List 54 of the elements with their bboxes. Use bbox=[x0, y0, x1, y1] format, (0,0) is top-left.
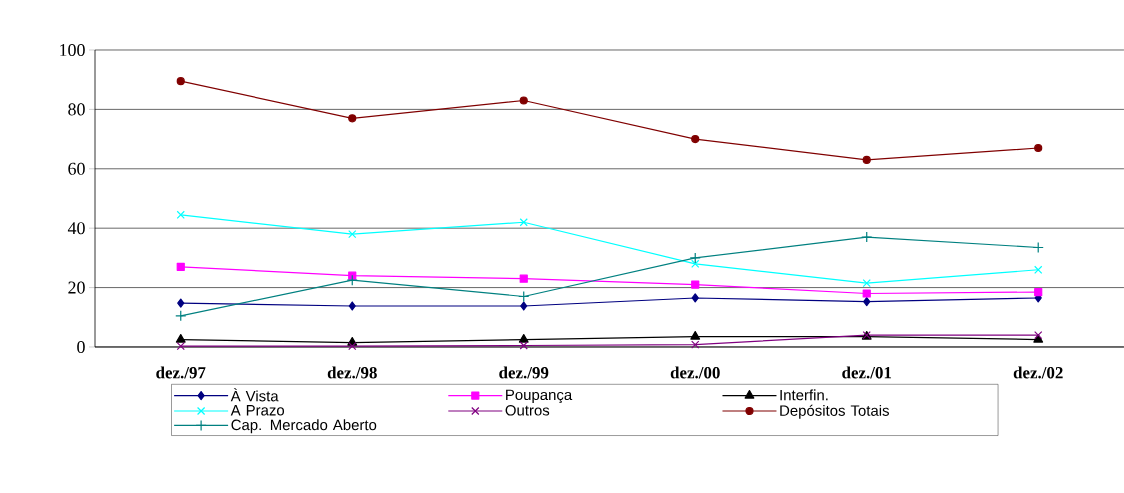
point bbox=[519, 218, 528, 227]
legend-label: Poupança bbox=[506, 389, 573, 404]
point bbox=[346, 274, 358, 286]
point bbox=[691, 340, 700, 349]
point bbox=[1034, 265, 1043, 274]
point bbox=[348, 341, 357, 351]
point bbox=[520, 301, 528, 311]
x-tick-label: dez./98 bbox=[327, 366, 377, 379]
point bbox=[1034, 143, 1043, 153]
legend-label: A Prazo bbox=[230, 405, 285, 416]
x-tick-label: dez./97 bbox=[156, 366, 206, 379]
point bbox=[862, 289, 871, 298]
x-tick-label: dez./01 bbox=[842, 366, 892, 379]
y-tick-label: 100 bbox=[60, 43, 85, 57]
y-tick-label: 20 bbox=[68, 281, 85, 294]
point bbox=[518, 290, 530, 303]
point bbox=[1032, 241, 1044, 254]
x-tick-label: dez./00 bbox=[670, 366, 720, 379]
point bbox=[691, 134, 700, 144]
point bbox=[861, 231, 873, 243]
point bbox=[862, 278, 871, 288]
x-tick-label: dez./99 bbox=[499, 366, 549, 379]
point bbox=[175, 310, 187, 322]
point bbox=[176, 341, 185, 351]
point bbox=[519, 96, 528, 105]
legend-label: Cap. Mercado Aberto bbox=[231, 419, 377, 434]
point bbox=[519, 341, 528, 350]
point bbox=[863, 296, 871, 307]
y-tick-label: 80 bbox=[68, 103, 85, 116]
point bbox=[348, 301, 356, 311]
point bbox=[689, 252, 701, 264]
point bbox=[1034, 287, 1043, 297]
point bbox=[691, 280, 700, 289]
y-tick-label: 0 bbox=[77, 340, 85, 354]
point bbox=[518, 333, 529, 343]
point bbox=[175, 333, 186, 343]
x-tick-label: dez./02 bbox=[1013, 366, 1063, 379]
point bbox=[177, 298, 185, 308]
point bbox=[862, 155, 871, 164]
point bbox=[348, 229, 357, 239]
point bbox=[691, 293, 699, 303]
point bbox=[176, 262, 185, 271]
point bbox=[176, 210, 185, 219]
point bbox=[691, 259, 700, 268]
point bbox=[519, 274, 528, 283]
point bbox=[690, 330, 701, 340]
legend-label: Depósitos Totais bbox=[780, 404, 889, 419]
y-tick-label: 60 bbox=[68, 162, 85, 175]
point bbox=[348, 114, 357, 123]
point bbox=[176, 77, 185, 86]
legend-label: À Vista bbox=[230, 388, 279, 402]
legend-label: Outros bbox=[505, 405, 550, 416]
y-tick-label: 40 bbox=[67, 222, 85, 235]
legend-label: Interfin. bbox=[780, 389, 828, 401]
